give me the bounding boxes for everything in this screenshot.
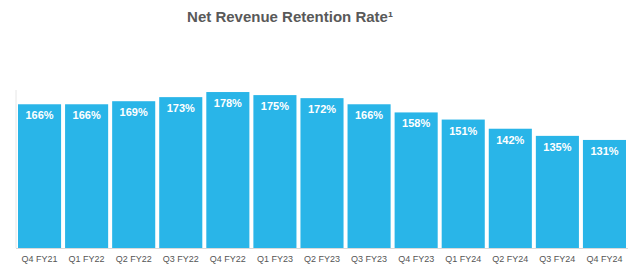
bar xyxy=(348,104,391,248)
data-label: 142% xyxy=(496,134,524,146)
bar xyxy=(112,101,155,248)
x-tick-label: Q1 FY23 xyxy=(257,254,293,264)
data-label: 135% xyxy=(543,141,571,153)
x-tick-label: Q4 FY22 xyxy=(210,254,246,264)
data-label: 166% xyxy=(73,109,101,121)
bar xyxy=(65,104,108,248)
labels: 166% Q4 FY21 166% Q1 FY22 169% Q2 FY22 173% Q3 … xyxy=(22,97,623,264)
data-label: 158% xyxy=(402,117,430,129)
x-tick-label: Q1 FY24 xyxy=(445,254,481,264)
bars xyxy=(18,92,626,248)
x-tick-label: Q4 FY24 xyxy=(586,254,622,264)
x-tick-label: Q3 FY24 xyxy=(539,254,575,264)
data-label: 173% xyxy=(167,102,195,114)
x-tick-label: Q3 FY23 xyxy=(351,254,387,264)
data-label: 169% xyxy=(120,106,148,118)
data-label: 166% xyxy=(25,109,53,121)
bar xyxy=(18,104,61,248)
bar xyxy=(489,129,532,248)
bar xyxy=(395,112,438,248)
bar xyxy=(442,120,485,248)
bar xyxy=(253,95,296,248)
x-tick-label: Q4 FY21 xyxy=(22,254,58,264)
data-label: 166% xyxy=(355,109,383,121)
x-tick-label: Q1 FY22 xyxy=(69,254,105,264)
data-label: 175% xyxy=(261,100,289,112)
data-label: 172% xyxy=(308,103,336,115)
data-label: 131% xyxy=(590,145,618,157)
bar xyxy=(536,136,579,248)
bar xyxy=(159,97,202,248)
x-tick-label: Q2 FY22 xyxy=(116,254,152,264)
y-axis-line xyxy=(16,90,17,248)
x-tick-label: Q2 FY23 xyxy=(304,254,340,264)
x-tick-label: Q2 FY24 xyxy=(492,254,528,264)
data-label: 178% xyxy=(214,97,242,109)
x-axis-line xyxy=(16,248,628,249)
bar xyxy=(206,92,249,248)
data-label: 151% xyxy=(449,125,477,137)
x-tick-label: Q3 FY22 xyxy=(163,254,199,264)
bar xyxy=(300,98,343,248)
chart: Net Revenue Retention Rate¹166%Q4 FY2116… xyxy=(0,0,640,266)
bar xyxy=(583,140,626,248)
x-tick-label: Q4 FY23 xyxy=(398,254,434,264)
title: Net Revenue Retention Rate¹ xyxy=(187,8,393,25)
